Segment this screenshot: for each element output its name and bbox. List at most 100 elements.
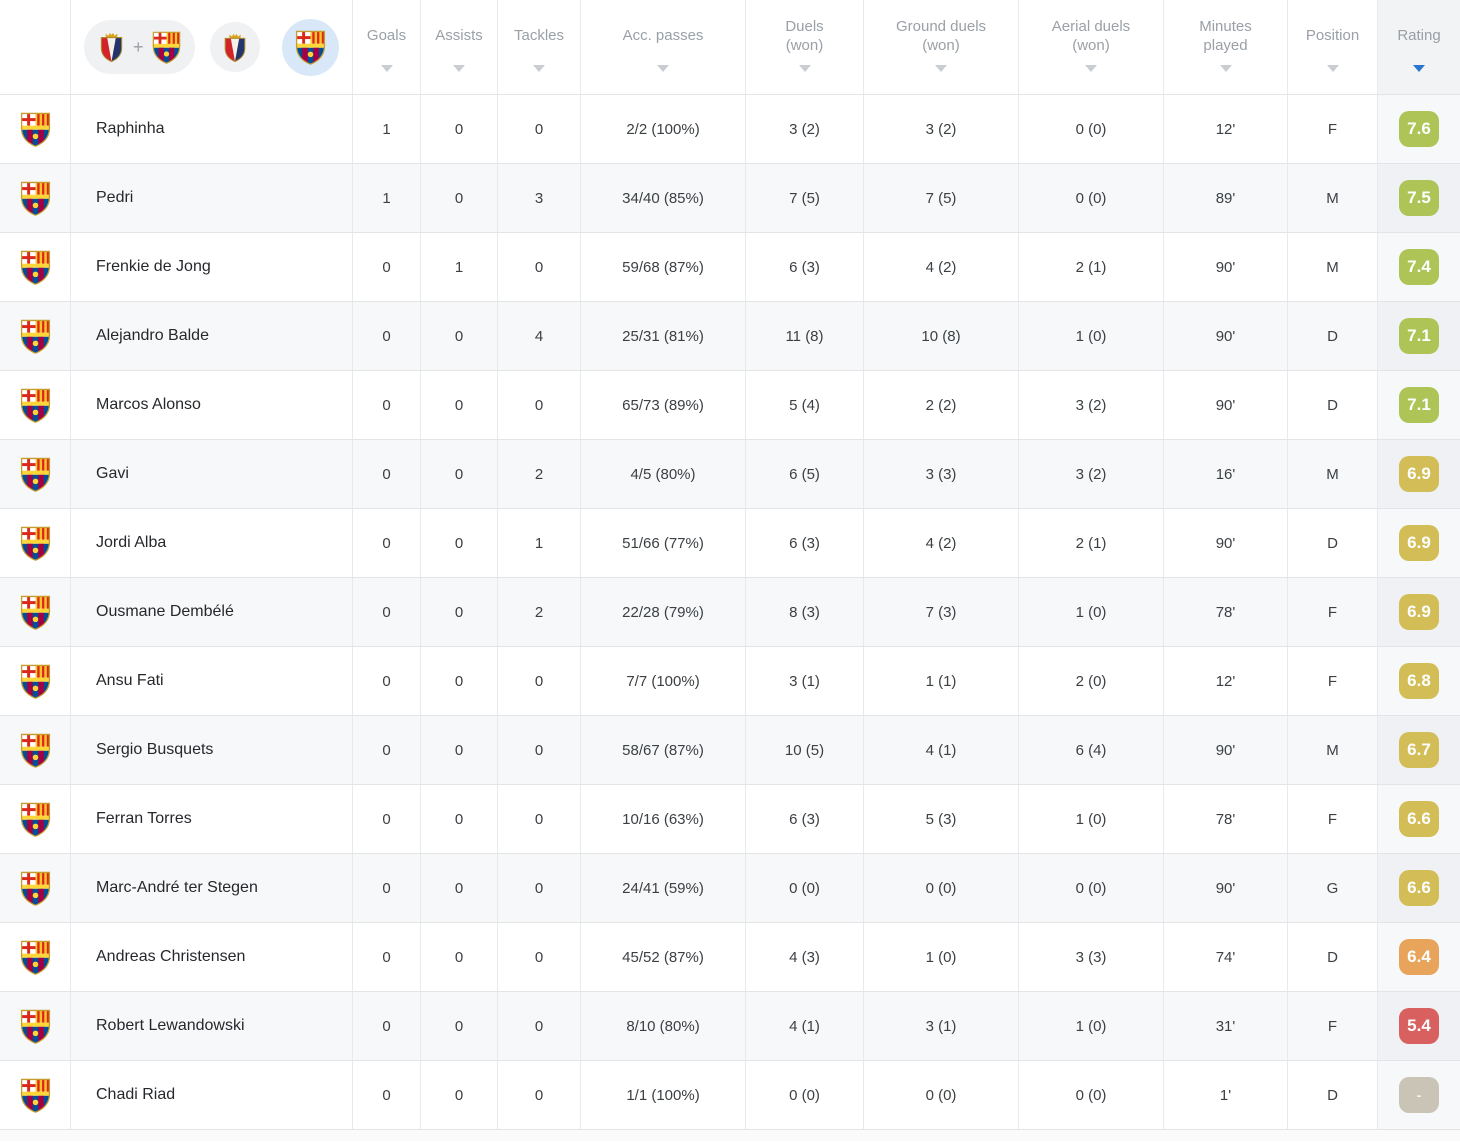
rating-cell: 5.4	[1377, 992, 1460, 1060]
rating-cell: 7.6	[1377, 95, 1460, 163]
player-row[interactable]: Frenkie de Jong 0 1 0 59/68 (87%) 6 (3) 4 (2) 2…	[0, 233, 1460, 302]
position-value: D	[1287, 302, 1377, 370]
aerial-duels-value: 1 (0)	[1018, 578, 1163, 646]
goals-value: 0	[352, 509, 420, 577]
minutes-value: 16'	[1163, 440, 1287, 508]
acc-passes-value: 4/5 (80%)	[580, 440, 745, 508]
filter-osasuna[interactable]	[209, 22, 260, 72]
acc-passes-value: 1/1 (100%)	[580, 1061, 745, 1129]
ground-duels-value: 3 (3)	[863, 440, 1018, 508]
column-label: Rating	[1397, 27, 1441, 45]
ground-duels-value: 7 (5)	[863, 164, 1018, 232]
barcelona-crest-icon	[19, 180, 52, 216]
player-row[interactable]: Ansu Fati 0 0 0 7/7 (100%) 3 (1) 1 (1) 2 (0) 12'…	[0, 647, 1460, 716]
team-logo-cell	[0, 509, 70, 577]
column-header-ground-duels[interactable]: Ground duels (won)	[863, 0, 1018, 94]
filter-both-teams[interactable]: +	[84, 20, 195, 74]
goals-value: 0	[352, 785, 420, 853]
minutes-value: 74'	[1163, 923, 1287, 991]
acc-passes-value: 8/10 (80%)	[580, 992, 745, 1060]
minutes-value: 90'	[1163, 509, 1287, 577]
goals-value: 0	[352, 371, 420, 439]
player-row[interactable]: Alejandro Balde 0 0 4 25/31 (81%) 11 (8) 10 (8…	[0, 302, 1460, 371]
rating-badge: 7.6	[1399, 111, 1439, 147]
plus-separator: +	[133, 37, 144, 57]
player-row[interactable]: Raphinha 1 0 0 2/2 (100%) 3 (2) 3 (2) 0 (0) 12' F…	[0, 95, 1460, 164]
sort-arrow-icon	[1219, 65, 1232, 72]
column-header-tackles[interactable]: Tackles	[497, 0, 580, 94]
goals-value: 0	[352, 854, 420, 922]
minutes-value: 90'	[1163, 233, 1287, 301]
column-header-acc-passes[interactable]: Acc. passes	[580, 0, 745, 94]
minutes-value: 90'	[1163, 302, 1287, 370]
team-logo-cell	[0, 923, 70, 991]
tackles-value: 0	[497, 716, 580, 784]
player-row[interactable]: Gavi 0 0 2 4/5 (80%) 6 (5) 3 (3) 3 (2) 16' M 6.9	[0, 440, 1460, 509]
column-header-duels[interactable]: Duels (won)	[745, 0, 863, 94]
sort-arrow-icon	[453, 65, 465, 72]
assists-value: 0	[420, 923, 497, 991]
column-header-minutes-played[interactable]: Minutes played	[1163, 0, 1287, 94]
player-row[interactable]: Jordi Alba 0 0 1 51/66 (77%) 6 (3) 4 (2) 2 (1) 9…	[0, 509, 1460, 578]
tackles-value: 2	[497, 578, 580, 646]
duels-value: 3 (1)	[745, 647, 863, 715]
player-row[interactable]: Ousmane Dembélé 0 0 2 22/28 (79%) 8 (3) 7 (3) 1…	[0, 578, 1460, 647]
player-name: Robert Lewandowski	[70, 992, 352, 1060]
tackles-value: 0	[497, 992, 580, 1060]
acc-passes-value: 65/73 (89%)	[580, 371, 745, 439]
position-value: M	[1287, 233, 1377, 301]
barcelona-crest-icon	[19, 1008, 52, 1044]
column-label: Minutes played	[1199, 17, 1252, 55]
aerial-duels-value: 0 (0)	[1018, 1061, 1163, 1129]
filter-barcelona[interactable]	[281, 18, 339, 76]
team-logo-cell	[0, 785, 70, 853]
goals-value: 0	[352, 716, 420, 784]
position-value: D	[1287, 509, 1377, 577]
minutes-value: 90'	[1163, 371, 1287, 439]
assists-value: 0	[420, 440, 497, 508]
tackles-value: 0	[497, 371, 580, 439]
team-logo-cell	[0, 233, 70, 301]
ground-duels-value: 4 (2)	[863, 233, 1018, 301]
aerial-duels-value: 1 (0)	[1018, 785, 1163, 853]
position-value: G	[1287, 854, 1377, 922]
player-row[interactable]: Pedri 1 0 3 34/40 (85%) 7 (5) 7 (5) 0 (0) 89' M 7.…	[0, 164, 1460, 233]
duels-value: 6 (3)	[745, 233, 863, 301]
sort-arrow-icon	[935, 65, 947, 72]
table-bottom-strip	[0, 1130, 1460, 1141]
team-logo-cell	[0, 992, 70, 1060]
duels-value: 7 (5)	[745, 164, 863, 232]
aerial-duels-value: 3 (2)	[1018, 440, 1163, 508]
duels-value: 5 (4)	[745, 371, 863, 439]
column-header-aerial-duels[interactable]: Aerial duels (won)	[1018, 0, 1163, 94]
duels-value: 6 (3)	[745, 785, 863, 853]
player-row[interactable]: Ferran Torres 0 0 0 10/16 (63%) 6 (3) 5 (3) 1 (…	[0, 785, 1460, 854]
player-row[interactable]: Andreas Christensen 0 0 0 45/52 (87%) 4 (3) 1 …	[0, 923, 1460, 992]
position-value: F	[1287, 647, 1377, 715]
minutes-value: 78'	[1163, 785, 1287, 853]
table-header: + Goals Assists Tackles Acc. passes	[0, 0, 1460, 95]
barcelona-crest-icon	[19, 249, 52, 285]
minutes-value: 90'	[1163, 716, 1287, 784]
player-row[interactable]: Sergio Busquets 0 0 0 58/67 (87%) 10 (5) 4 (1)…	[0, 716, 1460, 785]
assists-value: 0	[420, 371, 497, 439]
header-logo-spacer	[0, 0, 70, 94]
team-logo-cell	[0, 716, 70, 784]
player-name: Gavi	[70, 440, 352, 508]
player-row[interactable]: Chadi Riad 0 0 0 1/1 (100%) 0 (0) 0 (0) 0 (0) 1'…	[0, 1061, 1460, 1130]
player-name: Ansu Fati	[70, 647, 352, 715]
player-row[interactable]: Robert Lewandowski 0 0 0 8/10 (80%) 4 (1) 3 (1…	[0, 992, 1460, 1061]
assists-value: 0	[420, 509, 497, 577]
column-header-position[interactable]: Position	[1287, 0, 1377, 94]
ground-duels-value: 0 (0)	[863, 1061, 1018, 1129]
player-name: Marc-André ter Stegen	[70, 854, 352, 922]
goals-value: 0	[352, 233, 420, 301]
player-row[interactable]: Marcos Alonso 0 0 0 65/73 (89%) 5 (4) 2 (2) 3 (…	[0, 371, 1460, 440]
column-header-goals[interactable]: Goals	[352, 0, 420, 94]
team-logo-cell	[0, 371, 70, 439]
tackles-value: 1	[497, 509, 580, 577]
column-header-assists[interactable]: Assists	[420, 0, 497, 94]
column-header-rating[interactable]: Rating	[1377, 0, 1460, 94]
sort-arrow-icon	[798, 65, 811, 72]
player-row[interactable]: Marc-André ter Stegen 0 0 0 24/41 (59%) 0 (0)…	[0, 854, 1460, 923]
